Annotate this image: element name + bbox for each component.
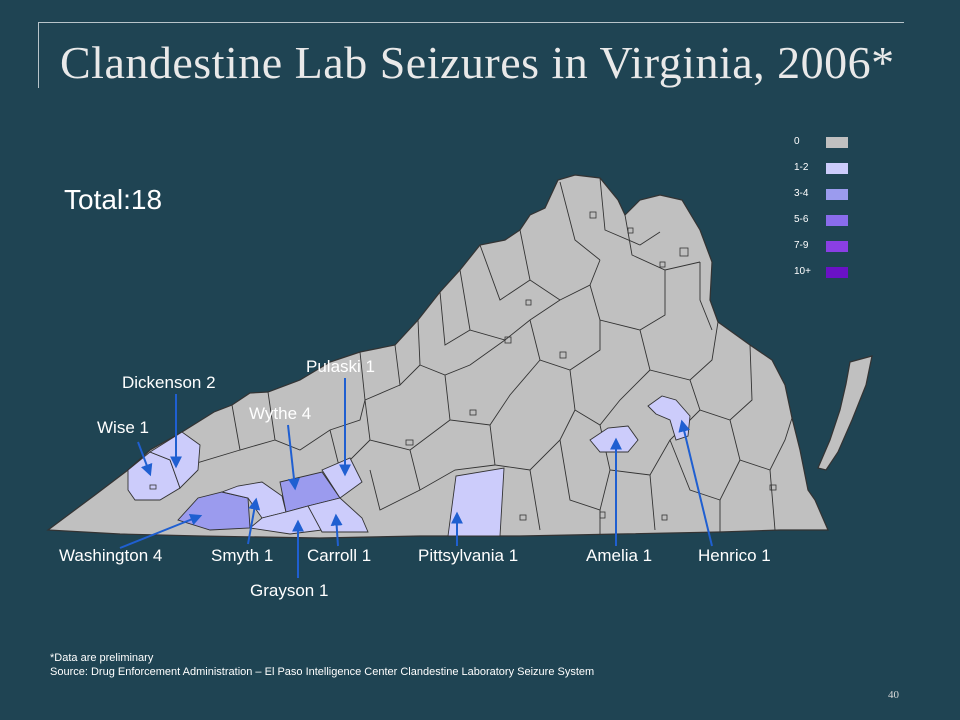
legend-swatch bbox=[826, 189, 848, 200]
label-pulaski: Pulaski 1 bbox=[306, 357, 375, 376]
virginia-state-outline bbox=[46, 174, 829, 539]
legend-item-3-4: 3-4 bbox=[794, 188, 854, 202]
legend-label: 3-4 bbox=[794, 188, 809, 199]
legend-label: 5-6 bbox=[794, 214, 809, 225]
footnote: *Data are preliminary bbox=[50, 652, 154, 664]
legend-item-1-2: 1-2 bbox=[794, 162, 854, 176]
label-henrico: Henrico 1 bbox=[698, 546, 771, 565]
label-pittsylvania: Pittsylvania 1 bbox=[418, 546, 519, 565]
legend-item-5-6: 5-6 bbox=[794, 214, 854, 228]
legend-label: 1-2 bbox=[794, 162, 809, 173]
legend-label: 0 bbox=[794, 136, 800, 147]
label-wise: Wise 1 bbox=[97, 418, 149, 437]
legend-swatch bbox=[826, 267, 848, 278]
legend-item-7-9: 7-9 bbox=[794, 240, 854, 254]
total-count: Total:18 bbox=[64, 184, 163, 215]
label-carroll: Carroll 1 bbox=[307, 546, 372, 565]
county-boundaries bbox=[181, 177, 793, 534]
page-number: 40 bbox=[888, 689, 899, 701]
legend-item-0: 0 bbox=[794, 136, 854, 150]
county-pulaski bbox=[321, 457, 363, 499]
legend: 0 1-2 3-4 5-6 7-9 10+ bbox=[794, 136, 854, 286]
legend-item-10-plus: 10+ bbox=[794, 266, 854, 280]
frame-line-left bbox=[38, 22, 39, 88]
label-washington: Washington 4 bbox=[59, 546, 163, 565]
label-arrows bbox=[119, 378, 713, 578]
legend-label: 10+ bbox=[794, 266, 811, 277]
label-smyth: Smyth 1 bbox=[211, 546, 274, 565]
slide-title: Clandestine Lab Seizures in Virginia, 20… bbox=[60, 37, 895, 88]
legend-swatch bbox=[826, 215, 848, 226]
label-grayson: Grayson 1 bbox=[250, 581, 329, 600]
label-amelia: Amelia 1 bbox=[586, 546, 653, 565]
label-dickenson: Dickenson 2 bbox=[122, 373, 216, 392]
eastern-shore bbox=[817, 355, 873, 471]
legend-swatch bbox=[826, 163, 848, 174]
legend-swatch bbox=[826, 137, 848, 148]
frame-line-top bbox=[38, 22, 904, 23]
label-wythe: Wythe 4 bbox=[249, 404, 312, 423]
legend-label: 7-9 bbox=[794, 240, 809, 251]
independent-cities bbox=[149, 211, 777, 521]
legend-swatch bbox=[826, 241, 848, 252]
source-citation: Source: Drug Enforcement Administration … bbox=[50, 666, 595, 678]
